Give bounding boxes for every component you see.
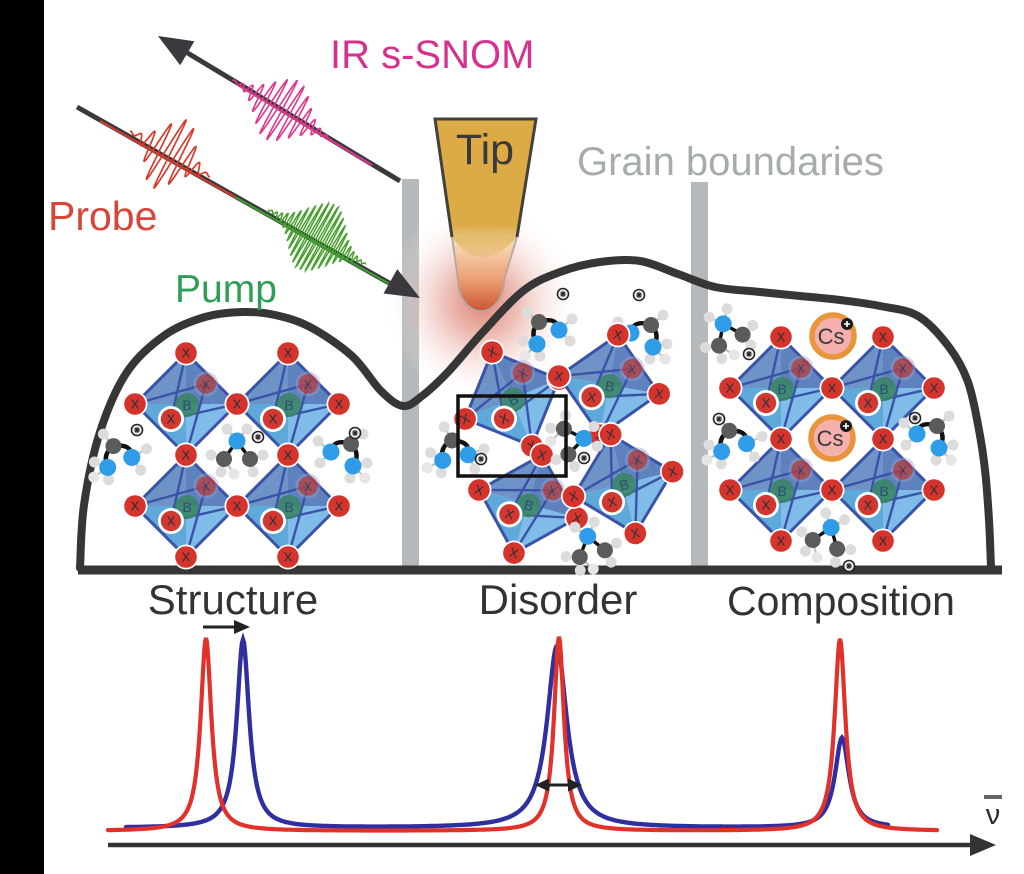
svg-text:Probe: Probe xyxy=(48,193,157,239)
svg-text:Pump: Pump xyxy=(175,268,277,311)
svg-text:Tip: Tip xyxy=(456,126,514,174)
svg-text:ν: ν xyxy=(986,799,1001,831)
svg-text:Composition: Composition xyxy=(727,578,955,624)
svg-text:Disorder: Disorder xyxy=(479,576,638,623)
svg-text:IR s-SNOM: IR s-SNOM xyxy=(330,33,534,77)
svg-text:Grain boundaries: Grain boundaries xyxy=(577,140,884,184)
svg-text:Structure: Structure xyxy=(148,576,318,623)
